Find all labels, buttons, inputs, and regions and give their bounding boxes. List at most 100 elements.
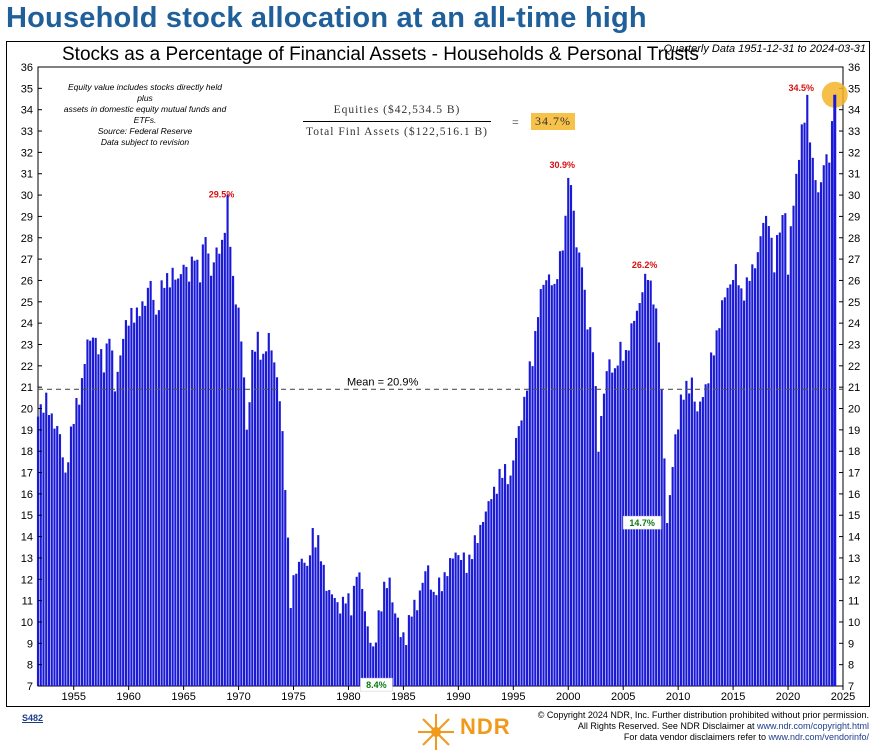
bar bbox=[487, 501, 490, 686]
bar bbox=[259, 359, 262, 686]
bar bbox=[580, 267, 584, 686]
bar bbox=[64, 472, 67, 686]
latest-bar bbox=[833, 94, 837, 686]
bar bbox=[712, 355, 715, 686]
bar bbox=[534, 331, 537, 686]
bar bbox=[36, 416, 40, 686]
y-tick-label-left: 12 bbox=[21, 574, 33, 586]
disclaimer-line: All Rights Reserved. See NDR Disclaimer … bbox=[538, 721, 869, 732]
y-tick-label-right: 36 bbox=[848, 62, 860, 74]
chart-code-link[interactable]: S482 bbox=[22, 713, 44, 723]
bar bbox=[819, 182, 823, 686]
bar bbox=[330, 594, 334, 686]
bar bbox=[479, 524, 482, 686]
bar bbox=[817, 192, 820, 687]
bar bbox=[789, 226, 792, 686]
x-tick-label: 1995 bbox=[501, 691, 525, 703]
bar bbox=[660, 389, 663, 686]
bar bbox=[740, 288, 743, 686]
bar bbox=[438, 577, 441, 686]
bar bbox=[256, 331, 259, 686]
vendor-link[interactable]: www.ndr.com/vendorinfo/ bbox=[768, 732, 869, 742]
bar bbox=[270, 350, 273, 686]
bar bbox=[47, 415, 51, 686]
bar bbox=[188, 281, 191, 686]
bar bbox=[591, 352, 595, 686]
bar bbox=[86, 339, 89, 686]
y-tick-label-right: 27 bbox=[848, 254, 860, 266]
peak-annotation: 26.2% bbox=[632, 260, 658, 270]
bar bbox=[61, 457, 64, 686]
vendor-line: For data vendor disclaimers refer to www… bbox=[538, 732, 869, 743]
bar bbox=[666, 523, 669, 686]
bar bbox=[149, 280, 152, 686]
x-tick-label: 2020 bbox=[776, 691, 800, 703]
bar bbox=[520, 420, 523, 686]
bar bbox=[339, 613, 342, 686]
bar bbox=[644, 273, 647, 686]
bar bbox=[657, 342, 660, 686]
y-tick-label-left: 25 bbox=[21, 297, 33, 309]
bar bbox=[171, 267, 174, 686]
y-tick-label-right: 14 bbox=[848, 532, 860, 544]
bar bbox=[229, 246, 232, 686]
y-tick-label-right: 21 bbox=[848, 382, 860, 394]
bar bbox=[163, 287, 166, 686]
bar bbox=[775, 235, 779, 687]
y-tick-label-right: 8 bbox=[848, 660, 854, 672]
chart-subtitle: Quarterly Data 1951-12-31 to 2024-03-31 bbox=[663, 43, 866, 55]
y-tick-label-right: 9 bbox=[848, 638, 854, 650]
bar bbox=[207, 253, 210, 686]
bar bbox=[42, 412, 45, 686]
bar bbox=[440, 591, 443, 686]
x-tick-label: 2000 bbox=[556, 691, 580, 703]
bar bbox=[668, 495, 671, 686]
bar bbox=[97, 354, 100, 686]
bar bbox=[759, 236, 762, 686]
bar bbox=[421, 582, 424, 686]
bar bbox=[130, 307, 133, 686]
bar bbox=[347, 593, 350, 686]
bar bbox=[597, 451, 600, 686]
y-tick-label-left: 33 bbox=[21, 126, 33, 138]
fraction-equals: = bbox=[512, 115, 519, 129]
bar bbox=[190, 256, 193, 686]
y-tick-label-left: 11 bbox=[22, 596, 33, 608]
copyright-link[interactable]: www.ndr.com/copyright.html bbox=[756, 721, 869, 731]
peak-annotation: 34.5% bbox=[789, 83, 815, 93]
y-tick-label-left: 29 bbox=[21, 211, 33, 223]
bar bbox=[355, 576, 358, 686]
bar bbox=[586, 329, 589, 686]
y-tick-label-left: 21 bbox=[21, 382, 33, 394]
y-tick-label-right: 12 bbox=[848, 574, 860, 586]
bar bbox=[710, 352, 713, 686]
bar bbox=[726, 287, 729, 686]
bar bbox=[770, 237, 773, 686]
bar bbox=[160, 280, 163, 686]
bar bbox=[762, 222, 765, 687]
bar bbox=[284, 490, 287, 686]
bar bbox=[245, 429, 248, 686]
bar bbox=[56, 426, 59, 686]
bar bbox=[396, 617, 399, 686]
y-tick-label-right: 15 bbox=[848, 510, 860, 522]
ratio-fraction: Equities ($42,534.5 B) Total Finl Assets… bbox=[303, 104, 491, 138]
x-tick-label: 1970 bbox=[226, 691, 250, 703]
y-tick-label-right: 25 bbox=[848, 297, 860, 309]
bar bbox=[253, 351, 257, 686]
y-tick-label-left: 36 bbox=[21, 62, 33, 74]
bar bbox=[383, 581, 386, 686]
note-line: assets in domestic equity mutual funds a… bbox=[63, 104, 227, 125]
bar bbox=[756, 252, 759, 686]
bar bbox=[341, 596, 345, 686]
bar bbox=[113, 391, 116, 686]
bar bbox=[369, 642, 372, 686]
bar bbox=[374, 642, 377, 686]
bar bbox=[663, 458, 666, 686]
y-tick-label-left: 35 bbox=[21, 83, 33, 95]
bar bbox=[638, 303, 641, 686]
y-tick-label-right: 10 bbox=[848, 617, 860, 629]
x-tick-label: 2015 bbox=[721, 691, 745, 703]
bar bbox=[108, 338, 111, 686]
bar bbox=[295, 573, 298, 686]
